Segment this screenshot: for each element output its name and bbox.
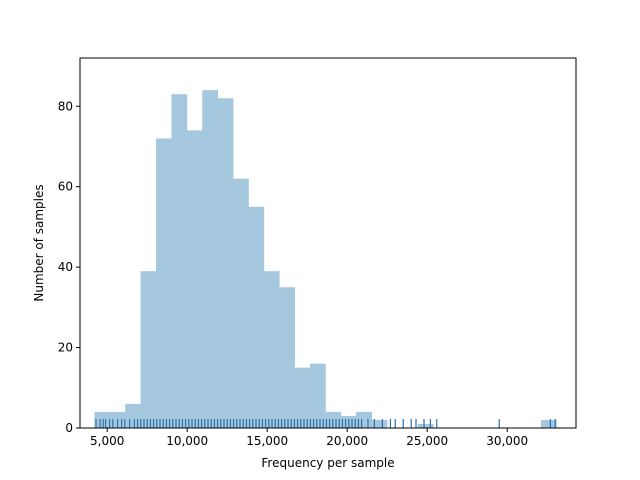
histogram-bar	[140, 271, 157, 428]
axes-frame	[79, 57, 577, 429]
rug-marks	[95, 419, 556, 428]
histogram-bar	[217, 98, 234, 428]
y-axis-label: Number of samples	[32, 184, 46, 301]
y-tick-label: 40	[58, 260, 73, 274]
histogram-bar	[294, 367, 311, 428]
x-tick-label: 15,000	[246, 434, 288, 448]
histogram-bar	[94, 411, 111, 428]
histogram-bars	[94, 90, 557, 429]
y-tick-label: 0	[65, 421, 73, 435]
histogram-bar	[371, 419, 388, 428]
histogram-bar	[310, 363, 326, 428]
histogram-bar	[156, 138, 172, 428]
histogram-bar	[541, 419, 557, 428]
histogram-bar	[279, 287, 295, 428]
x-tick-label: 5,000	[90, 434, 124, 448]
histogram-bar	[171, 94, 188, 428]
histogram-bar	[125, 403, 141, 428]
y-tick-label: 20	[58, 341, 73, 355]
x-tick-label: 20,000	[326, 434, 368, 448]
x-axis-label: Frequency per sample	[261, 456, 394, 470]
y-tick-label: 60	[58, 180, 73, 194]
y-axis-ticks: 0 20 40 60 80	[58, 99, 80, 435]
histogram-bar	[186, 130, 203, 428]
x-tick-label: 25,000	[406, 434, 448, 448]
histogram-bar	[202, 90, 218, 429]
histogram-bar	[248, 206, 265, 428]
histogram-bar	[233, 178, 249, 428]
y-tick-label: 80	[58, 99, 73, 113]
x-axis-ticks: 5,000 10,000 15,000 20,000 25,000 30,000	[90, 428, 528, 448]
x-tick-label: 10,000	[166, 434, 208, 448]
x-tick-label: 30,000	[486, 434, 528, 448]
histogram-bar	[263, 271, 280, 428]
histogram-bar	[417, 423, 434, 428]
